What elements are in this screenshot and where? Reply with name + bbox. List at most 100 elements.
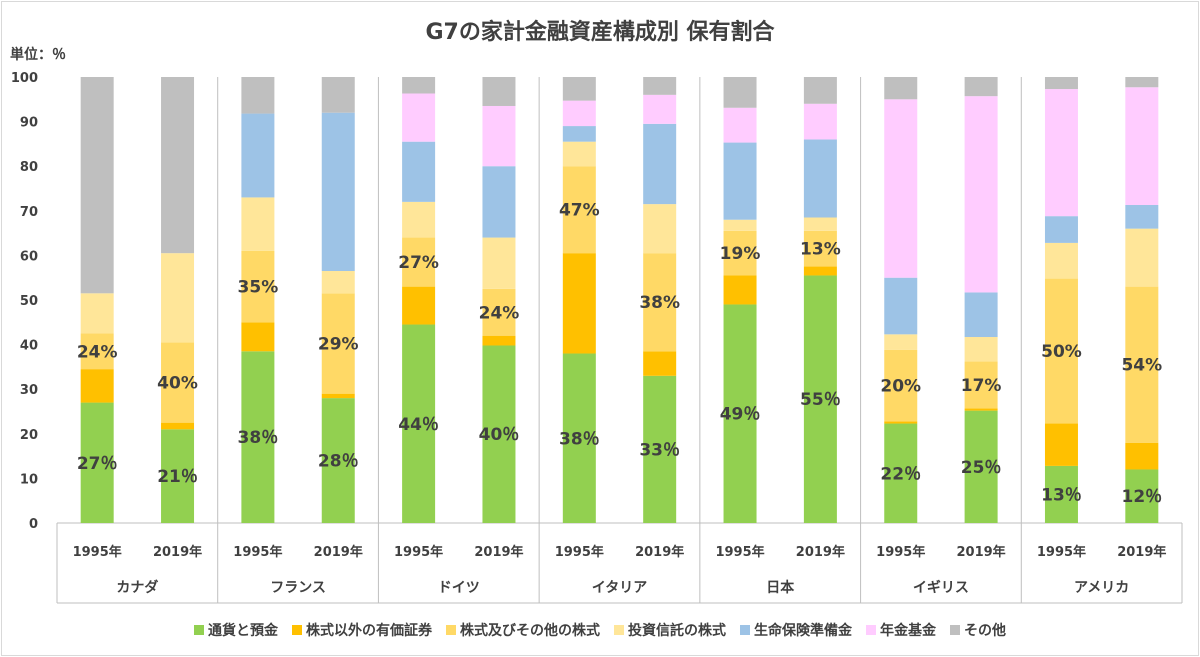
x-tick-label: 1995年	[233, 544, 282, 560]
bar-segment	[321, 77, 355, 113]
data-label-cash: 12％	[1121, 487, 1162, 507]
bar-segment	[643, 94, 677, 124]
bar-segment	[482, 105, 516, 167]
x-tick-label: 2019年	[796, 544, 845, 560]
data-label-cash: 38％	[559, 429, 600, 449]
data-label-equity: 29%	[318, 334, 359, 354]
bar-segment	[321, 112, 355, 272]
legend-item: 株式及びその他の株式	[446, 620, 600, 640]
legend-item: 株式以外の有価証券	[292, 620, 432, 640]
data-label-equity: 40%	[157, 374, 198, 394]
bar-segment	[161, 77, 195, 254]
bar-segment	[884, 421, 918, 424]
country-label: 日本	[766, 579, 795, 596]
x-tick-label: 1995年	[715, 544, 764, 560]
data-label-equity: 54%	[1121, 356, 1162, 376]
data-label-equity: 17%	[961, 376, 1002, 396]
bar-segment	[402, 324, 436, 523]
data-label-cash: 44％	[398, 415, 439, 435]
x-tick-label: 2019年	[635, 544, 684, 560]
data-label-cash: 38％	[238, 428, 279, 448]
bar-segment	[884, 77, 918, 100]
data-label-cash: 25％	[961, 458, 1002, 478]
x-tick-label: 2019年	[474, 544, 523, 560]
data-label-cash: 27％	[77, 454, 118, 474]
bar-segment	[482, 166, 516, 238]
data-label-equity: 27%	[398, 253, 439, 273]
bar-segment	[723, 107, 757, 143]
y-tick-label: 70	[20, 205, 38, 220]
data-label-cash: 22％	[880, 464, 921, 484]
bar-segment	[723, 142, 757, 220]
y-tick-label: 0	[29, 517, 38, 532]
bar-segment	[1125, 228, 1159, 287]
bar-segment	[964, 292, 998, 338]
bar-segment	[1125, 87, 1159, 206]
bar-segment	[803, 217, 837, 231]
bar-segment	[80, 402, 114, 523]
bar-segment	[964, 410, 998, 523]
x-tick-label: 1995年	[555, 544, 604, 560]
bar-segment	[1044, 423, 1078, 466]
x-tick-label: 2019年	[1117, 544, 1166, 560]
data-label-equity: 35%	[238, 278, 279, 298]
y-tick-label: 20	[20, 428, 38, 443]
bar-segment	[562, 126, 596, 142]
bar-segment	[643, 253, 677, 352]
bar-segment	[1044, 89, 1078, 217]
data-label-equity: 47%	[559, 201, 600, 221]
y-tick-label: 50	[20, 294, 38, 309]
bar-segment	[1044, 77, 1078, 90]
data-label-equity: 38%	[639, 293, 680, 313]
country-label: イタリア	[592, 580, 647, 596]
bar-segment	[562, 253, 596, 354]
bar-segment	[803, 230, 837, 267]
country-label: ドイツ	[438, 580, 480, 596]
legend-item: 投資信託の株式	[614, 620, 726, 640]
y-tick-label: 30	[20, 383, 38, 398]
bar-segment	[803, 77, 837, 104]
bar-segment	[964, 96, 998, 293]
x-tick-label: 1995年	[394, 544, 443, 560]
data-label-equity: 50%	[1041, 342, 1082, 362]
bar-segment	[1044, 465, 1078, 523]
stacked-bar-chart: 0 10 20 30 40 50 60 70 80 90 100 1995年 27％ 24% 2019年 21…	[11, 71, 1183, 604]
country-label: イギリス	[913, 579, 969, 596]
data-label-cash: 13％	[1041, 485, 1082, 505]
bar-segment	[482, 345, 516, 523]
bar-segment	[562, 166, 596, 254]
legend-label: 通貨と預金	[208, 623, 278, 639]
bar-segment	[482, 237, 516, 289]
bar-segment	[161, 342, 195, 423]
legend-item: 生命保険準備金	[740, 620, 852, 640]
data-label-cash: 33％	[639, 440, 680, 460]
bar-segment	[241, 322, 275, 352]
bar-segment	[402, 77, 436, 94]
bar-segment	[321, 271, 355, 294]
x-tick-label: 1995年	[876, 544, 925, 560]
bar-segment	[321, 398, 355, 523]
bar-segment	[241, 197, 275, 251]
bar-segment	[1044, 242, 1078, 279]
x-tick-label: 2019年	[957, 544, 1006, 560]
legend-swatch	[194, 625, 204, 635]
bar-segment	[723, 304, 757, 523]
bar-segment	[964, 337, 998, 362]
y-tick-label: 100	[11, 71, 38, 86]
bar-segment	[884, 277, 918, 335]
bar-segment	[803, 266, 837, 276]
bar-segment	[161, 253, 195, 343]
bar-segment	[402, 141, 436, 202]
bar-segment	[884, 334, 918, 350]
bar-segment	[884, 423, 918, 523]
bar-segment	[562, 141, 596, 167]
bar-segment	[884, 99, 918, 278]
bar-segment	[723, 230, 757, 276]
bar-segment	[643, 351, 677, 376]
y-tick-label: 40	[20, 339, 38, 354]
chart-legend: 通貨と預金 株式以外の有価証券 株式及びその他の株式 投資信託の株式 生命保険準備金 年金…	[0, 620, 1200, 640]
data-label-cash: 40％	[479, 425, 520, 445]
legend-item: 通貨と預金	[194, 620, 278, 640]
legend-label: 株式以外の有価証券	[306, 623, 432, 639]
bar-segment	[723, 219, 757, 231]
